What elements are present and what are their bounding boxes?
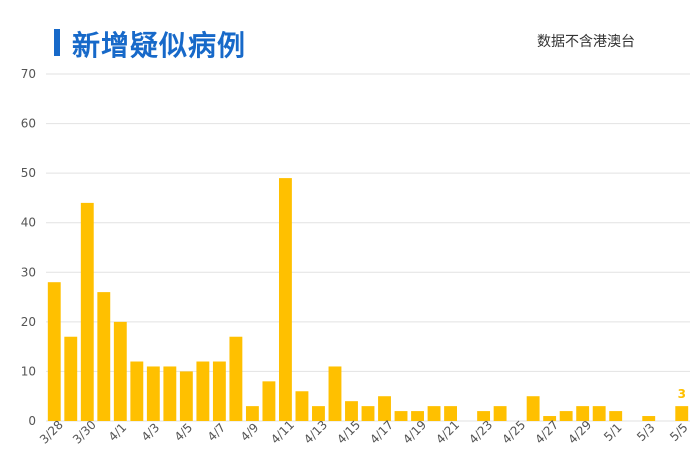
y-tick-label: 20 [21,315,36,329]
bar [130,361,144,421]
bar [543,416,557,421]
bar [113,321,127,421]
x-tick-label: 5/3 [634,420,658,444]
x-tick-label: 4/25 [499,418,528,447]
bar [163,366,177,421]
y-tick-label: 40 [21,216,36,230]
x-tick-label: 4/15 [334,418,363,447]
bar [47,282,61,421]
y-tick-label: 60 [21,117,36,131]
bar [64,336,78,421]
x-tick-label: 4/5 [172,420,196,444]
x-tick-label: 4/11 [268,418,297,447]
bar [262,381,276,421]
bar [477,411,491,421]
x-tick-label: 4/17 [367,418,396,447]
bar [196,361,210,421]
x-tick-label: 4/7 [205,420,229,444]
x-tick-label: 3/28 [37,418,66,447]
x-tick-label: 4/3 [139,420,163,444]
bar [328,366,342,421]
bar [179,371,193,421]
bar [609,411,623,421]
data-note: 数据不含港澳台 [537,34,635,50]
chart-title: 新增疑似病例 [72,29,247,62]
bar [278,178,292,421]
x-tick-label: 3/30 [70,418,99,447]
y-tick-label: 30 [21,265,36,279]
x-tick-label: 4/21 [433,418,462,447]
bar [675,406,689,421]
bar [97,292,111,421]
y-tick-label: 70 [21,67,36,81]
data-label: 3 [678,387,686,401]
x-tick-label: 4/19 [400,418,429,447]
bar [642,416,656,421]
bar [229,336,243,421]
bar [576,406,590,421]
bar [411,411,424,421]
x-tick-label: 4/9 [238,420,262,444]
x-tick-label: 4/1 [106,420,130,444]
bar [212,361,226,421]
bar [592,406,606,421]
bar [295,391,309,421]
bar [559,411,573,421]
bar [493,406,507,421]
bar [378,396,391,421]
title-accent-bar [54,29,60,56]
bar [146,366,160,421]
x-tick-label: 4/13 [301,418,330,447]
y-tick-label: 0 [28,414,36,428]
bar [80,202,94,421]
x-tick-label: 4/29 [565,418,594,447]
x-tick-label: 4/23 [466,418,495,447]
x-tick-label: 5/1 [601,420,625,444]
x-tick-label: 5/5 [667,420,691,444]
bar [312,406,325,421]
bar [394,411,408,421]
bar [361,406,375,421]
x-tick-label: 4/27 [532,418,561,447]
bar [245,406,259,421]
bar [345,401,358,421]
bar [427,406,441,421]
y-tick-label: 50 [21,166,36,180]
bar [526,396,540,421]
bar [444,406,458,421]
y-tick-label: 10 [21,364,36,378]
